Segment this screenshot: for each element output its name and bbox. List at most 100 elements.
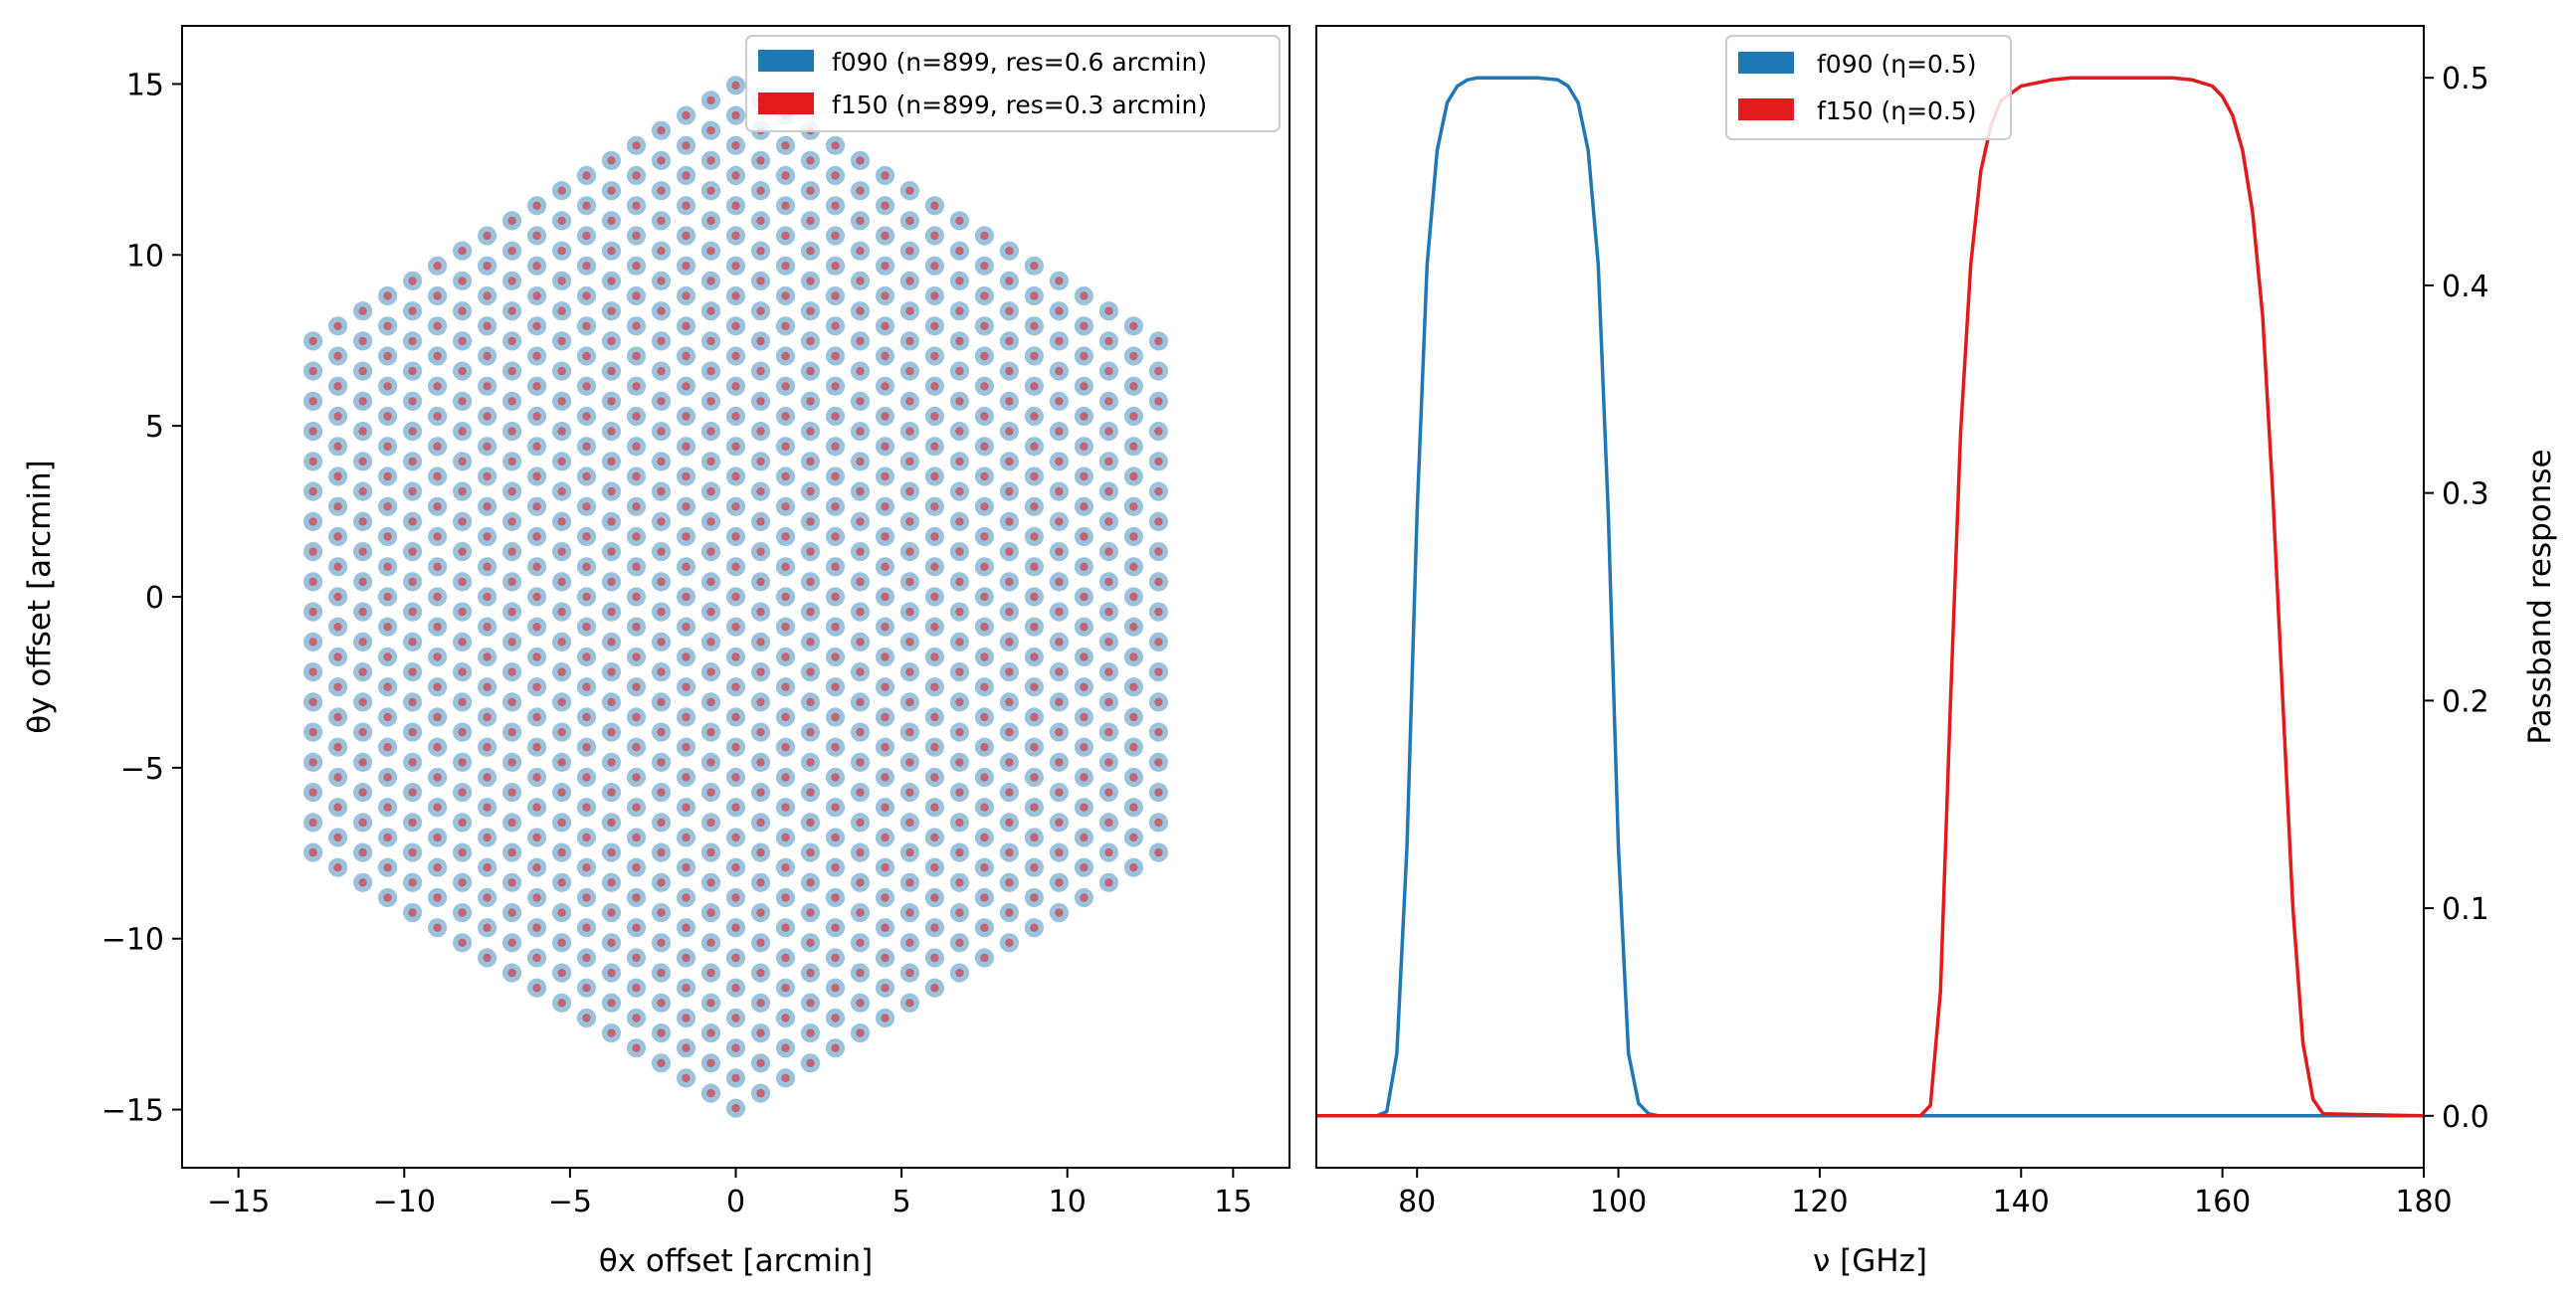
detector-f150 [308,427,317,436]
detector-f150 [507,938,516,947]
detector-f150 [632,382,641,391]
detector-f150 [781,592,790,602]
detector-f150 [1055,788,1064,797]
detector-f150 [1005,697,1014,707]
x-tick-label: 5 [892,1185,911,1219]
detector-f150 [706,938,715,947]
detector-f150 [333,743,342,752]
detector-f150 [582,262,591,271]
detector-f150 [582,351,591,361]
detector-f150 [557,186,566,195]
detector-f150 [632,231,641,241]
detector-f150 [881,382,890,391]
detector-f150 [408,908,417,917]
detector-f150 [483,592,492,602]
detector-f150 [831,984,840,993]
detector-f150 [507,577,516,587]
legend-swatch-f150 [758,93,814,114]
detector-f150 [781,291,790,300]
detector-f150 [582,743,591,752]
detector-f150 [1005,486,1014,496]
detector-f150 [1030,442,1039,451]
detector-f150 [1104,547,1113,556]
detector-f150 [905,486,914,496]
detector-f150 [333,833,342,842]
detector-f150 [682,743,691,752]
detector-f150 [806,457,815,466]
detector-f150 [731,1043,740,1052]
detector-f150 [657,607,666,617]
detector-f150 [731,471,740,481]
detector-f150 [507,788,516,797]
detector-f150 [806,547,815,556]
detector-f150 [706,1088,715,1098]
detector-f150 [905,306,914,315]
detector-f150 [706,1058,715,1068]
detector-f150 [358,638,367,647]
detector-f150 [980,833,989,842]
detector-f150 [582,623,591,632]
detector-f150 [831,562,840,571]
detector-f150 [458,638,467,647]
detector-f150 [1005,847,1014,857]
detector-f150 [557,908,566,917]
detector-f150 [781,442,790,451]
detector-f150 [582,863,591,872]
detector-f150 [1005,788,1014,797]
detector-f150 [507,968,516,978]
detector-f150 [756,397,765,406]
detector-f150 [905,788,914,797]
detector-f150 [980,953,989,963]
detector-f150 [308,667,317,676]
detector-f150 [1129,743,1138,752]
focal-plane-x-ticks: −15 −10 −5 0 5 10 15 [207,1168,1252,1219]
detector-f150 [383,382,392,391]
detector-f150 [756,818,765,828]
detector-f150 [532,262,541,271]
detector-f150 [358,306,367,315]
detector-f150 [856,457,865,466]
detector-f150 [632,1043,641,1052]
detector-f150 [1030,471,1039,481]
detector-f150 [383,592,392,602]
detector-f150 [856,277,865,285]
detector-f150 [856,1028,865,1037]
detector-f150 [607,427,616,436]
detector-f150 [1030,803,1039,812]
detector-f150 [408,697,417,707]
detector-f150 [682,1014,691,1023]
detector-f150 [881,652,890,661]
detector-f150 [408,366,417,376]
detector-f150 [483,562,492,571]
detector-f150 [358,758,367,767]
detector-f150 [308,577,317,587]
detector-f150 [383,442,392,451]
detector-f150 [856,547,865,556]
detector-f150 [632,984,641,993]
detector-f150 [1080,442,1089,451]
detector-f150 [706,397,715,406]
detector-f150 [308,727,317,737]
detector-f150 [1030,412,1039,421]
detector-f150 [731,442,740,451]
detector-f150 [980,412,989,421]
detector-f150 [731,291,740,300]
detector-f150 [383,623,392,632]
detector-f150 [955,697,964,707]
detector-f150 [1129,623,1138,632]
detector-f150 [1104,486,1113,496]
detector-f150 [1154,727,1163,737]
detector-f150 [1030,833,1039,842]
legend-swatch-f090 [758,50,814,72]
detector-f150 [607,547,616,556]
detector-f150 [682,623,691,632]
detector-f150 [1030,502,1039,511]
detector-f150 [831,291,840,300]
detector-f150 [333,321,342,330]
detector-f150 [1005,938,1014,947]
detector-f150 [831,623,840,632]
detector-f150 [532,682,541,691]
detector-f150 [1080,893,1089,902]
detector-f150 [831,532,840,541]
passband-y-ticks: 0.0 0.1 0.2 0.3 0.4 0.5 [2424,62,2489,1135]
